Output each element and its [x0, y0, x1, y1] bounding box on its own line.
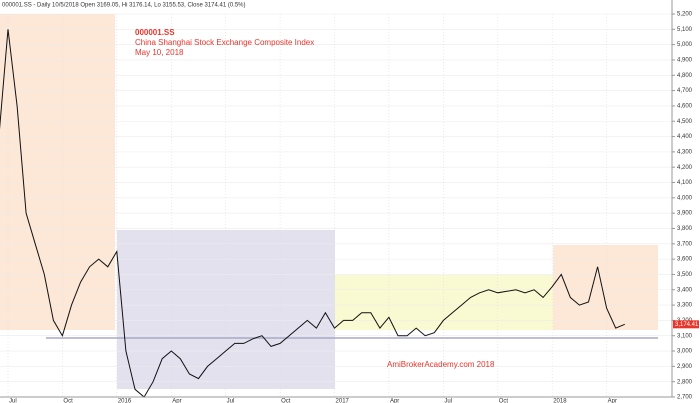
y-tick-label: 4,800 — [677, 73, 693, 79]
plot — [0, 29, 658, 398]
footer-note: AmiBrokerAcademy.com 2018 — [387, 360, 495, 369]
x-tick-label: Oct — [499, 399, 509, 403]
y-tick-label: 2,900 — [677, 364, 693, 370]
y-tick-label: 4,700 — [677, 88, 693, 94]
chart-title: 000001.SS — [135, 28, 175, 37]
y-tick-label: 3,500 — [677, 272, 693, 278]
y-tick-label: 4,500 — [677, 119, 693, 125]
shade-region — [0, 14, 115, 330]
x-tick-label: Jul — [227, 399, 235, 403]
y-tick-label: 3,900 — [677, 211, 693, 217]
last-value-label: 3,174.41 — [675, 322, 699, 328]
y-tick-label: 3,100 — [677, 333, 693, 339]
x-tick-label: Apr — [172, 399, 181, 403]
x-tick-label: 2017 — [336, 399, 350, 403]
shade-region — [117, 230, 335, 389]
x-tick-label: 2016 — [118, 399, 132, 403]
x-tick-label: 2018 — [553, 399, 567, 403]
x-tick-label: Apr — [390, 399, 399, 403]
y-tick-label: 3,600 — [677, 257, 693, 263]
y-tick-label: 5,200 — [677, 12, 693, 18]
y-tick-label: 4,600 — [677, 103, 693, 109]
y-tick-label: 3,800 — [677, 226, 693, 232]
y-tick-label: 4,000 — [677, 195, 693, 201]
x-tick-label: Oct — [63, 399, 73, 403]
shade-region — [553, 245, 658, 330]
price-line — [0, 29, 625, 398]
date-label: May 10, 2018 — [135, 48, 184, 57]
x-tick-label: Apr — [608, 399, 617, 403]
y-tick-label: 3,300 — [677, 303, 693, 309]
y-tick-label: 4,900 — [677, 58, 693, 64]
x-tick-label: Jul — [9, 399, 17, 403]
y-tick-label: 4,200 — [677, 165, 693, 171]
y-tick-label: 2,800 — [677, 379, 693, 385]
chart-header: 000001.SS - Daily 10/5/2018 Open 3169.05… — [2, 3, 246, 9]
y-tick-label: 4,100 — [677, 180, 693, 186]
y-tick-label: 4,300 — [677, 149, 693, 155]
y-tick-label: 3,400 — [677, 287, 693, 293]
grid — [0, 13, 672, 398]
y-tick-label: 3,700 — [677, 241, 693, 247]
y-tick-label: 4,400 — [677, 134, 693, 140]
shade-region — [335, 275, 553, 330]
chart-subtitle: China Shanghai Stock Exchange Composite … — [135, 38, 314, 47]
x-tick-label: Jul — [444, 399, 452, 403]
x-tick-label: Oct — [281, 399, 291, 403]
last-value-box — [673, 320, 699, 329]
y-tick-label: 5,000 — [677, 42, 693, 48]
y-tick-label: 2,700 — [677, 395, 693, 401]
y-tick-label: 5,100 — [677, 27, 693, 33]
y-tick-label: 3,000 — [677, 349, 693, 355]
